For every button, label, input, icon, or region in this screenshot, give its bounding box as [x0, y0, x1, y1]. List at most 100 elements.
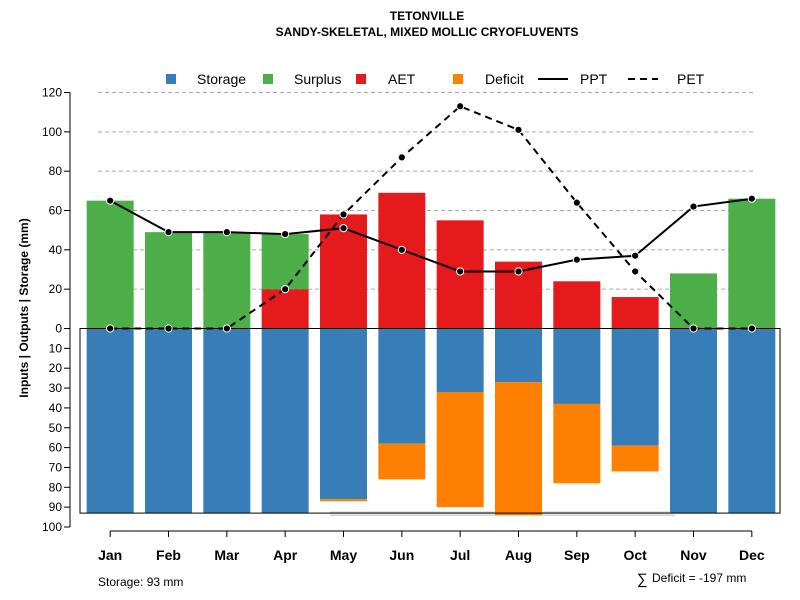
surplus-bar: [261, 234, 309, 290]
pet-point: [747, 324, 756, 333]
y-tick-label: 60: [49, 204, 63, 218]
bars-top: [86, 192, 776, 329]
legend-label-storage: Storage: [197, 71, 246, 87]
x-tick-label: Dec: [739, 547, 765, 563]
pet-point: [397, 153, 406, 162]
ppt-point: [631, 251, 640, 260]
ppt-point: [456, 267, 465, 276]
aet-bar: [611, 297, 659, 329]
x-tick-label: Jan: [98, 547, 122, 563]
ppt-point: [281, 230, 290, 239]
storage-bar: [203, 328, 251, 514]
ppt-point: [514, 267, 523, 276]
ppt-point: [106, 196, 115, 205]
bars-bottom: [86, 328, 776, 516]
y-tick-label: 80: [49, 480, 63, 494]
ppt-point: [689, 202, 698, 211]
pet-point: [106, 324, 115, 333]
aet-bar: [553, 281, 601, 329]
chart-title: TETONVILLE: [390, 9, 464, 23]
x-tick-label: May: [330, 547, 357, 563]
storage-bar: [378, 328, 426, 444]
legend-label-deficit: Deficit: [485, 71, 524, 87]
pet-point: [222, 324, 231, 333]
storage-bar: [436, 328, 484, 393]
deficit-summary: Deficit = -197 mm: [652, 571, 746, 585]
storage-bar: [728, 328, 776, 514]
storage-bar: [553, 328, 601, 404]
storage-bar: [670, 328, 717, 514]
ppt-point: [747, 194, 756, 203]
pet-point: [689, 324, 698, 333]
sigma-icon: ∑: [637, 571, 648, 588]
deficit-bar: [495, 382, 542, 516]
y-tick-label: 100: [42, 125, 62, 139]
y-tick-label: 20: [49, 282, 63, 296]
chart-subtitle: SANDY-SKELETAL, MIXED MOLLIC CRYOFLUVENT…: [276, 25, 579, 39]
x-tick-label: Apr: [273, 547, 298, 563]
pet-point: [281, 285, 290, 294]
y-tick-label: 20: [49, 361, 63, 375]
deficit-bar: [611, 445, 659, 472]
storage-bar: [320, 328, 367, 500]
x-tick-label: Jun: [389, 547, 414, 563]
deficit-bar: [553, 403, 601, 484]
legend-label-surplus: Surplus: [294, 71, 341, 87]
series-lines: [106, 102, 756, 333]
surplus-bar: [670, 273, 717, 329]
storage-bar: [611, 328, 659, 446]
ppt-point: [222, 228, 231, 237]
ppt-point: [397, 245, 406, 254]
y-tick-label: 40: [49, 243, 63, 257]
y-axis-label: Inputs | Outputs | Storage (mm): [17, 218, 31, 397]
pet-point: [456, 102, 465, 111]
ppt-line: [109, 197, 752, 273]
pet-point: [631, 267, 640, 276]
legend-marker-surplus: [263, 74, 273, 84]
axes: 0 20 40 60 80 100 120 10 20 30 40 50 60 70 80 90 100 Jan F…: [42, 86, 765, 564]
ppt-point: [164, 228, 173, 237]
y-tick-label: 70: [49, 460, 63, 474]
y-tick-label: 30: [49, 381, 63, 395]
storage-summary: Storage: 93 mm: [98, 575, 183, 589]
x-tick-label: Nov: [680, 547, 707, 563]
storage-bar: [495, 328, 542, 383]
storage-bar: [145, 328, 192, 514]
aet-bar: [378, 192, 426, 329]
y-tick-label: 10: [49, 341, 63, 355]
y-tick-label: 0: [55, 322, 62, 336]
x-tick-label: Oct: [623, 547, 647, 563]
aet-bar: [261, 289, 309, 329]
ppt-point: [339, 224, 348, 233]
legend-marker-aet: [356, 74, 366, 84]
legend-label-aet: AET: [388, 71, 416, 87]
pet-point: [514, 125, 523, 134]
legend-marker-storage: [166, 74, 176, 84]
pet-point: [339, 210, 348, 219]
gridlines: [98, 92, 756, 516]
surplus-bar: [728, 198, 776, 329]
ppt-point: [572, 255, 581, 264]
deficit-bar: [320, 499, 367, 502]
storage-bar: [261, 328, 309, 514]
deficit-bar: [378, 443, 426, 480]
storage-bar: [86, 328, 134, 514]
pet-line: [110, 105, 752, 330]
pet-point: [164, 324, 173, 333]
y-tick-label: 60: [49, 441, 63, 455]
y-tick-label: 50: [49, 421, 63, 435]
pet-point: [572, 198, 581, 207]
surplus-bar: [86, 200, 134, 329]
legend-marker-deficit: [453, 74, 463, 84]
x-tick-label: Feb: [156, 547, 181, 563]
x-tick-label: Aug: [505, 547, 532, 563]
y-tick-label: 40: [49, 401, 63, 415]
deficit-bar: [436, 392, 484, 508]
x-tick-label: Mar: [214, 547, 239, 563]
x-tick-label: Sep: [564, 547, 590, 563]
legend-label-ppt: PPT: [580, 71, 608, 87]
y-tick-label: 80: [49, 164, 63, 178]
y-tick-label: 100: [42, 520, 62, 534]
x-tick-label: Jul: [450, 547, 470, 563]
